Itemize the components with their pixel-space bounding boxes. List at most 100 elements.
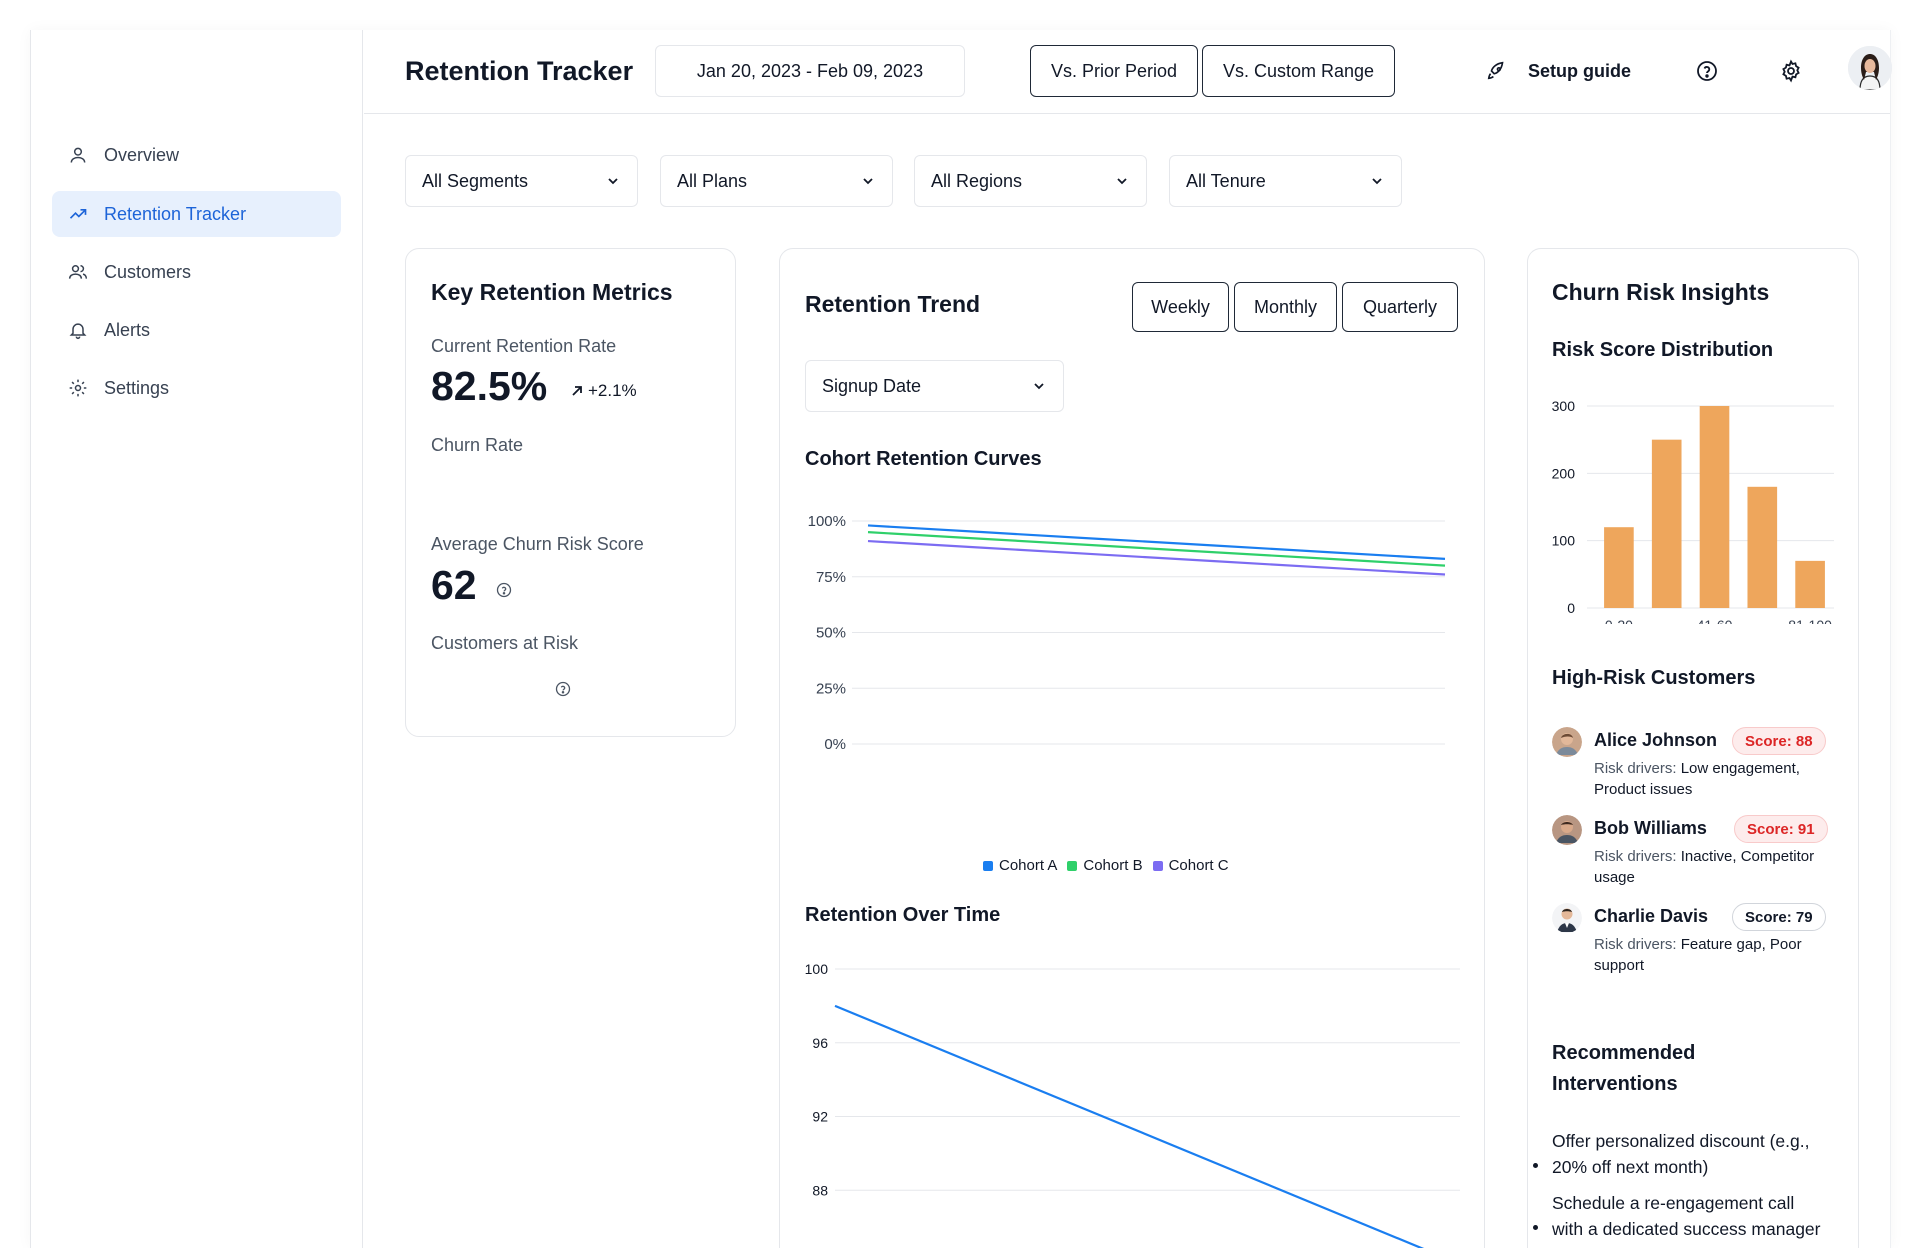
rocket-icon (1487, 61, 1504, 80)
segment-filter-value: All Segments (422, 170, 529, 191)
sidebar: Overview Retention Tracker Customers Ale… (31, 30, 363, 1248)
help-icon[interactable] (1695, 59, 1719, 83)
avg-risk-value: 62 (431, 562, 477, 608)
legend-swatch (1067, 860, 1078, 871)
risk-distribution-chart: 0 100 200 300 0-20 41-60 81-100 (1552, 398, 1834, 624)
sidebar-item-label: Customers (104, 261, 192, 282)
date-range-picker[interactable]: Jan 20, 2023 - Feb 09, 2023 (655, 45, 965, 97)
weekly-button[interactable]: Weekly (1132, 282, 1229, 332)
region-filter[interactable]: All Regions (914, 155, 1147, 207)
risk-distribution-title: Risk Score Distribution (1552, 339, 1774, 361)
legend-item-cohort-c: Cohort C (1152, 857, 1229, 874)
cohort-chart-title: Cohort Retention Curves (805, 448, 1042, 470)
y-tick-label: 75% (816, 569, 846, 586)
retention-trend-title: Retention Trend (805, 291, 981, 317)
current-retention-label: Current Retention Rate (431, 336, 617, 356)
x-tick-label: 41-60 (1697, 617, 1733, 624)
cohort-legend: Cohort A Cohort B Cohort C (983, 857, 1229, 874)
gear-icon (68, 378, 88, 398)
page-title: Retention Tracker (405, 56, 634, 86)
y-tick-label: 100% (808, 513, 846, 530)
key-metrics-title: Key Retention Metrics (431, 279, 673, 305)
group-by-dropdown[interactable]: Signup Date (805, 360, 1064, 412)
legend-label: Cohort A (999, 857, 1058, 874)
avg-risk-label: Average Churn Risk Score (431, 534, 644, 554)
risk-score-badge: Score: 79 (1732, 903, 1826, 931)
avatar (1552, 903, 1582, 933)
monthly-button[interactable]: Monthly (1234, 282, 1337, 332)
high-risk-customer[interactable]: Alice Johnson Score: 88 Risk drivers: Lo… (1552, 727, 1842, 807)
list-item: Offer personalized discount (e.g., 20% o… (1533, 1128, 1822, 1180)
chevron-down-icon (1034, 383, 1044, 390)
sidebar-item-customers[interactable]: Customers (52, 249, 341, 295)
group-by-value: Signup Date (822, 375, 922, 396)
customer-name: Charlie Davis (1594, 906, 1709, 926)
y-tick-label: 88 (812, 1182, 828, 1198)
retention-delta: +2.1% (570, 381, 637, 401)
sidebar-item-retention-tracker[interactable]: Retention Tracker (52, 191, 341, 237)
interventions-list: Offer personalized discount (e.g., 20% o… (1533, 1128, 1822, 1248)
sidebar-item-settings[interactable]: Settings (52, 365, 341, 411)
compare-custom-range-button[interactable]: Vs. Custom Range (1202, 45, 1395, 97)
top-header: Retention Tracker Jan 20, 2023 - Feb 09,… (364, 30, 1892, 114)
risk-drivers-label: Risk drivers: (1594, 760, 1677, 777)
plan-filter[interactable]: All Plans (660, 155, 893, 207)
risk-drivers-value: Feature gap, Poor support (1594, 936, 1802, 974)
customer-name: Alice Johnson (1594, 730, 1718, 750)
compare-prior-period-button[interactable]: Vs. Prior Period (1030, 45, 1198, 97)
risk-drivers-label: Risk drivers: (1594, 936, 1677, 953)
quarterly-button[interactable]: Quarterly (1342, 282, 1458, 332)
risk-drivers: Risk drivers: Feature gap, Poor support (1594, 934, 1842, 976)
tenure-filter[interactable]: All Tenure (1169, 155, 1402, 207)
legend-item-cohort-b: Cohort B (1067, 857, 1143, 874)
churn-rate-label: Churn Rate (431, 435, 524, 455)
current-retention-value: 82.5% (431, 363, 548, 409)
churn-insights-title: Churn Risk Insights (1552, 279, 1770, 305)
list-item: Schedule a re-engagement call with a ded… (1533, 1190, 1822, 1242)
sidebar-item-label: Settings (104, 377, 170, 398)
bar-81-100 (1795, 560, 1825, 608)
at-risk-label: Customers at Risk (431, 633, 579, 653)
risk-drivers-value: Inactive, Competitor usage (1594, 848, 1815, 886)
risk-score-badge: Score: 91 (1734, 815, 1828, 843)
setup-guide-label: Setup guide (1528, 60, 1631, 81)
y-tick-label: 96 (812, 1035, 828, 1051)
gear-icon[interactable] (1779, 59, 1803, 83)
y-tick-label: 0 (1567, 600, 1575, 616)
arrow-up-right-icon (572, 386, 582, 396)
legend-label: Cohort C (1168, 857, 1229, 874)
cohort-retention-chart: 0%25%50%75%100%JanFebMarAprMayJun (808, 513, 1446, 753)
help-icon[interactable] (496, 582, 512, 598)
high-risk-title: High-Risk Customers (1552, 667, 1756, 689)
sidebar-item-overview[interactable]: Overview (52, 132, 341, 178)
bullet (1533, 1225, 1538, 1230)
series-line-cohort-a (867, 524, 1446, 561)
setup-guide-button[interactable]: Setup guide (1486, 54, 1631, 88)
sidebar-item-label: Alerts (104, 319, 151, 340)
series-line-cohort-b (867, 531, 1446, 567)
users-icon (68, 262, 88, 282)
help-icon[interactable] (555, 681, 571, 697)
y-tick-label: 25% (816, 680, 846, 697)
user-avatar[interactable] (1848, 46, 1892, 90)
bar-41-60 (1699, 406, 1730, 608)
chevron-down-icon (1117, 178, 1127, 185)
chevron-down-icon (608, 178, 618, 185)
bell-icon (68, 320, 88, 340)
avatar (1552, 815, 1582, 845)
retention-delta-value: +2.1% (588, 381, 637, 400)
chevron-down-icon (863, 178, 873, 185)
over-time-chart-title: Retention Over Time (805, 904, 1001, 926)
tenure-filter-value: All Tenure (1186, 170, 1266, 191)
intervention-text: Offer personalized discount (e.g., 20% o… (1552, 1131, 1810, 1177)
legend-swatch (983, 860, 993, 871)
high-risk-customer[interactable]: Bob Williams Score: 91 Risk drivers: Ina… (1552, 815, 1842, 895)
plan-filter-value: All Plans (677, 170, 748, 191)
sidebar-item-alerts[interactable]: Alerts (52, 307, 341, 353)
chevron-down-icon (1372, 178, 1382, 185)
y-tick-label: 0% (824, 736, 846, 753)
x-tick-label: 0-20 (1605, 617, 1633, 624)
high-risk-customer[interactable]: Charlie Davis Score: 79 Risk drivers: Fe… (1552, 903, 1842, 983)
segment-filter[interactable]: All Segments (405, 155, 638, 207)
region-filter-value: All Regions (931, 170, 1023, 191)
